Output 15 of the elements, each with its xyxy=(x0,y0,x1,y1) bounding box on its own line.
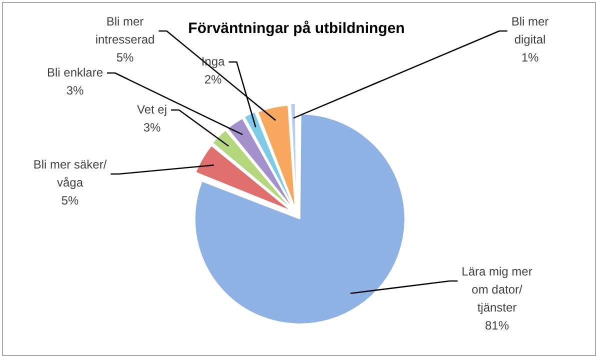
data-label: 5% xyxy=(116,50,134,64)
data-label: 5% xyxy=(61,193,79,208)
slice-label: Bli mer intresserad xyxy=(95,14,155,46)
data-label: 1% xyxy=(521,50,539,64)
slice-label: Vet ej xyxy=(136,102,168,116)
slice-label: Inga xyxy=(201,54,225,68)
slice-label: Bli enklare xyxy=(46,65,104,80)
slice-label: Lära mig mer om dator/ tjänster xyxy=(462,264,532,314)
chart-title: Förväntningar på utbildningen xyxy=(188,20,405,38)
data-label: 81% xyxy=(484,318,510,332)
data-label: 2% xyxy=(204,72,222,86)
data-label: 3% xyxy=(143,120,161,134)
data-label: 3% xyxy=(66,83,84,98)
slice-label: Bli mer säker/ våga xyxy=(33,157,108,190)
slice-label: Bli mer digital xyxy=(511,14,549,46)
